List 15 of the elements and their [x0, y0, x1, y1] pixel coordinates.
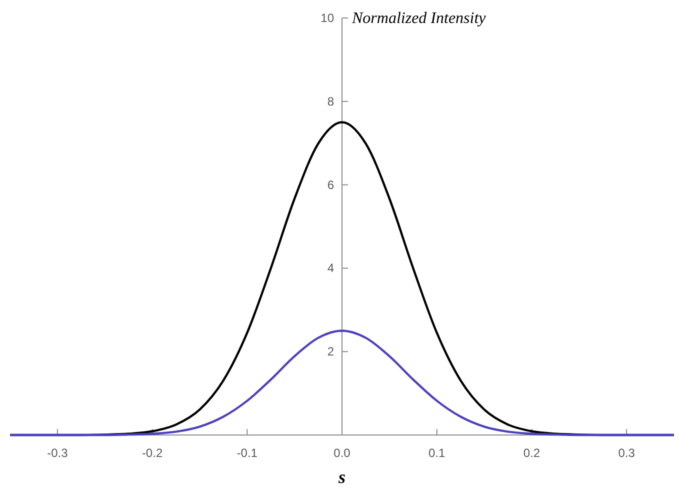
y-axis-title: Normalized Intensity	[351, 10, 487, 27]
x-tick-label: -0.2	[142, 446, 163, 460]
y-tick-label: 6	[327, 178, 334, 192]
x-tick-label: -0.3	[47, 446, 68, 460]
y-tick-label: 8	[327, 94, 334, 108]
y-tick-label: 2	[327, 344, 334, 359]
y-tick-label: 10	[320, 11, 334, 25]
x-axis-title: s	[337, 467, 346, 487]
x-tick-label: 0.0	[334, 446, 351, 460]
x-tick-label: -0.1	[236, 446, 258, 460]
x-tick-label: 0.2	[523, 446, 540, 460]
x-tick-label: 0.3	[618, 446, 636, 460]
x-tick-label: 0.1	[428, 446, 446, 460]
y-tick-label: 4	[327, 261, 334, 276]
line-series	[8, 330, 676, 436]
